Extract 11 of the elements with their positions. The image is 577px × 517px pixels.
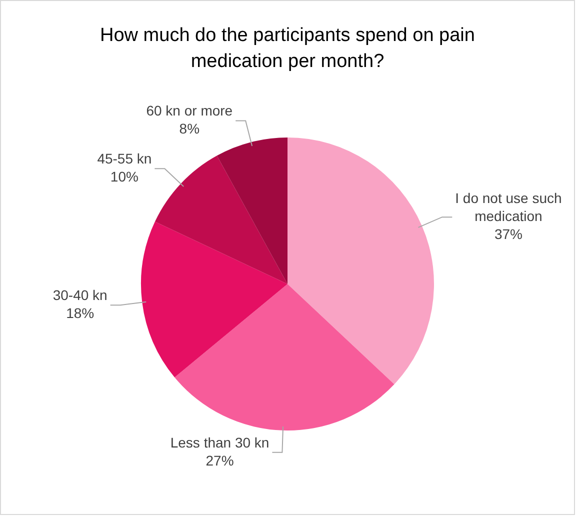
data-label: 10% (110, 168, 138, 185)
slice-label: 60 kn or more (146, 102, 233, 119)
data-label: 18% (66, 304, 94, 321)
data-label: 37% (494, 226, 522, 242)
slice-label: 30-40 kn (52, 286, 108, 303)
slice-label: I do not use such medication (455, 190, 562, 224)
slice-label: Less than 30 kn (170, 434, 270, 450)
data-label: 27% (206, 452, 234, 468)
slice-label: 45-55 kn (97, 150, 152, 167)
data-label: 8% (179, 120, 200, 137)
chart-title: How much do the participants spend on pain medication per month? (99, 24, 476, 74)
